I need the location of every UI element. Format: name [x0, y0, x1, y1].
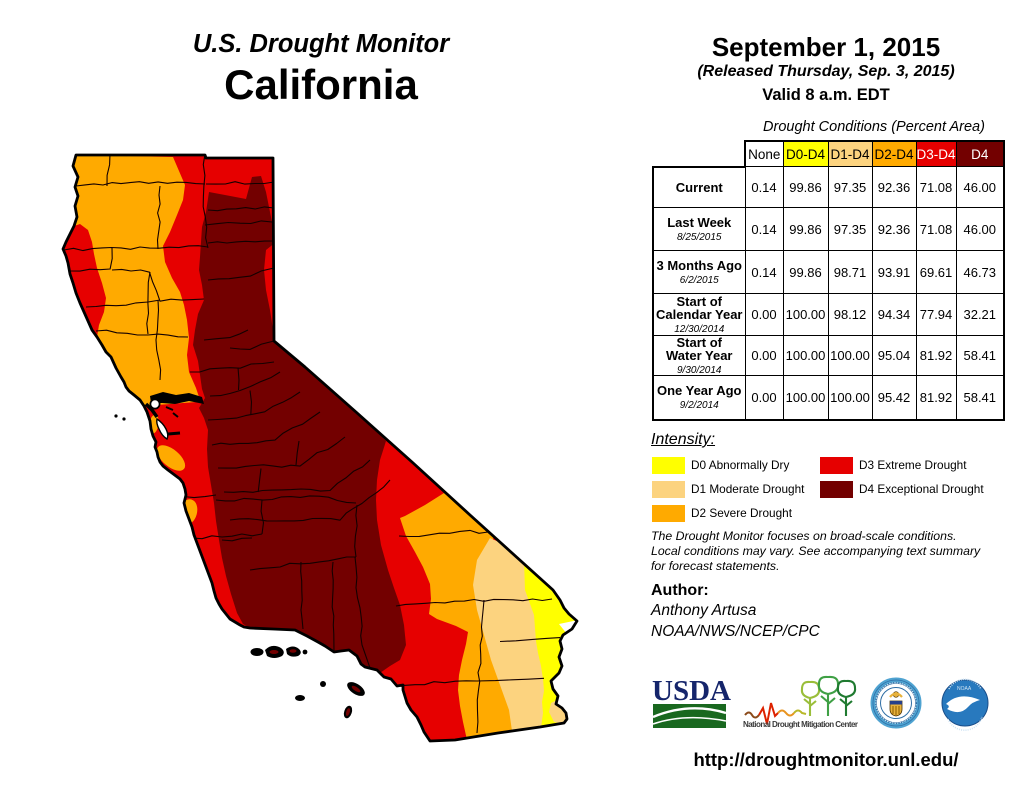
svg-text:National Drought Mitigation Ce: National Drought Mitigation Center — [743, 720, 858, 729]
svg-text:USDA: USDA — [652, 675, 731, 707]
svg-text:NOAA: NOAA — [957, 686, 972, 692]
